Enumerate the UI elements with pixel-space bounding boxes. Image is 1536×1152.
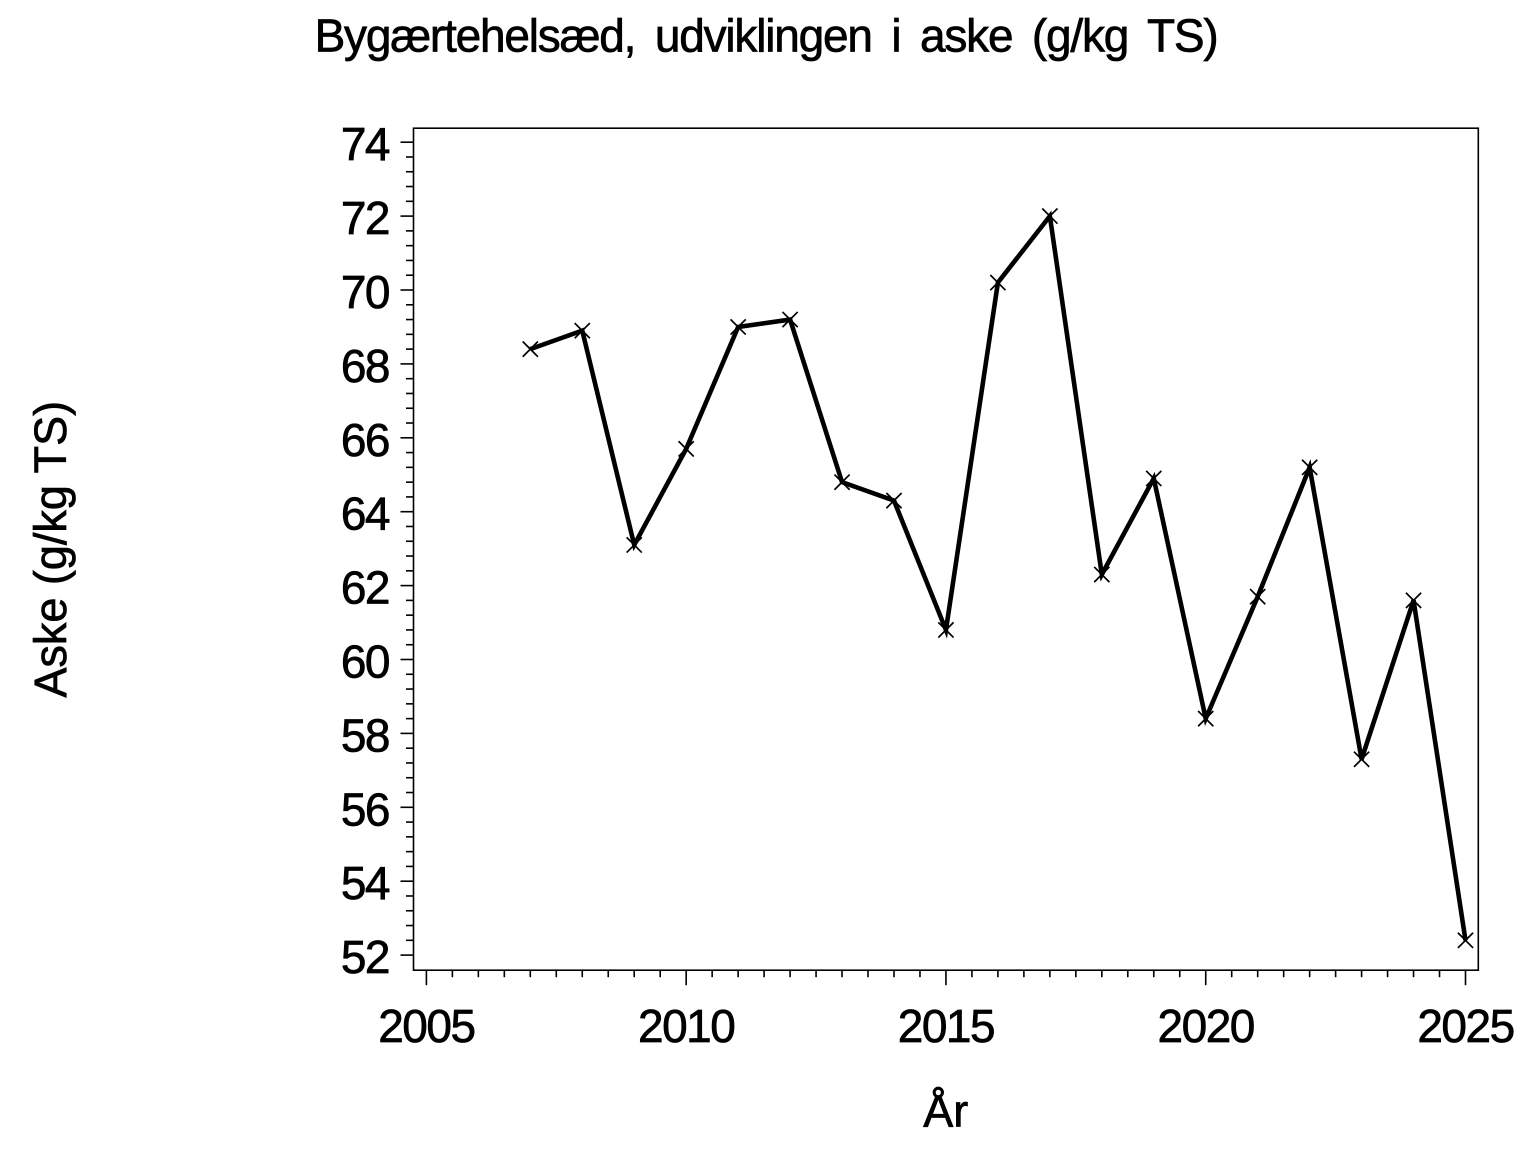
y-axis-title: Aske (g/kg TS) xyxy=(25,401,76,698)
x-tick-label: 2020 xyxy=(1158,1000,1254,1052)
data-point-marker xyxy=(833,473,851,491)
data-point-marker xyxy=(1249,588,1266,605)
x-tick-label: 2015 xyxy=(898,1000,994,1052)
series-layer xyxy=(522,207,1474,949)
y-tick-label: 68 xyxy=(341,340,389,392)
data-series-line xyxy=(529,210,1468,941)
x-tick-label: 2005 xyxy=(378,1000,474,1052)
data-point-marker xyxy=(626,536,643,554)
y-tick-label: 74 xyxy=(341,118,390,170)
data-point-marker xyxy=(1353,751,1370,768)
y-tick-label: 70 xyxy=(341,266,389,318)
chart-title: Bygærtehelsæd, udviklingen i aske (g/kg … xyxy=(315,10,1218,62)
axes-layer: 52 54 56 58 60 62 64 66 68 70 72 74 2005 2010 2015 2020… xyxy=(340,118,1515,1053)
y-tick-label: 58 xyxy=(341,709,389,761)
data-point-marker xyxy=(574,322,591,339)
y-tick-label: 66 xyxy=(341,414,389,466)
data-point-marker xyxy=(1197,710,1214,727)
data-point-marker xyxy=(1405,592,1422,609)
data-point-marker xyxy=(1093,566,1111,583)
data-point-marker xyxy=(1145,470,1162,487)
data-point-marker xyxy=(989,274,1007,291)
data-point-marker xyxy=(677,440,695,458)
data-point-marker xyxy=(1041,207,1059,225)
data-point-marker xyxy=(1457,932,1474,949)
y-tick-label: 72 xyxy=(341,192,389,244)
y-tick-label: 60 xyxy=(341,636,389,688)
x-tick-label: 2010 xyxy=(638,1000,734,1052)
y-tick-label: 56 xyxy=(341,783,389,835)
y-tick-label: 64 xyxy=(341,488,390,540)
x-axis-title: År xyxy=(923,1086,968,1137)
y-tick-label: 52 xyxy=(341,931,389,983)
y-tick-label: 54 xyxy=(341,857,390,909)
data-point-marker xyxy=(781,311,799,328)
plot-frame xyxy=(412,127,1480,971)
data-point-marker xyxy=(1301,459,1318,476)
x-tick-label: 2025 xyxy=(1417,1000,1513,1052)
data-point-marker xyxy=(729,318,747,336)
y-tick-label: 62 xyxy=(341,562,389,614)
data-point-marker xyxy=(937,621,955,639)
data-point-marker xyxy=(885,492,903,509)
data-point-marker xyxy=(522,340,539,358)
